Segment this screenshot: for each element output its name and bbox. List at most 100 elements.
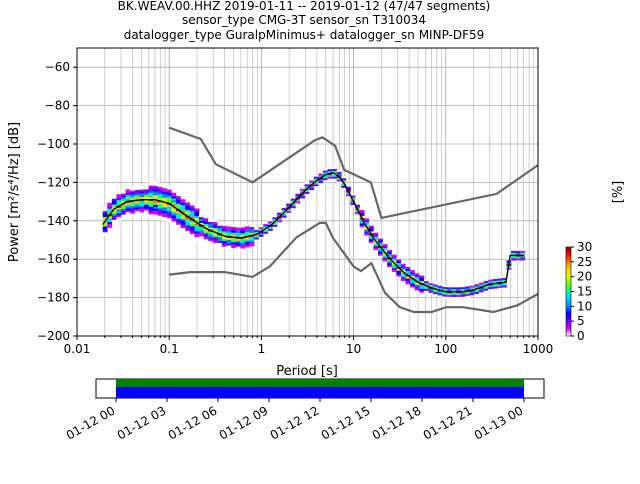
time-tick-label: 01-12 03 [115, 403, 169, 442]
heatmap-cell [419, 292, 425, 295]
heatmap-cell [125, 204, 131, 207]
heatmap-cell [313, 174, 319, 177]
heatmap-cell [483, 280, 489, 283]
heatmap-cell [180, 204, 186, 207]
heatmap-cell [180, 198, 186, 202]
heatmap-cell [400, 269, 406, 272]
heatmap-cell [217, 238, 223, 242]
heatmap-cell [327, 166, 333, 170]
heatmap-cell [222, 242, 227, 245]
heatmap-cell [189, 208, 195, 212]
heatmap-cell [185, 221, 191, 224]
heatmap-cell [451, 292, 457, 296]
heatmap-cell [378, 255, 383, 258]
heatmap-cell [212, 225, 218, 228]
heatmap-cell [373, 236, 379, 239]
heatmap-cell [488, 277, 494, 280]
heatmap-cell [157, 196, 163, 199]
heatmap-cell [222, 231, 227, 234]
heatmap-cell [295, 201, 301, 204]
heatmap-cell [515, 250, 521, 253]
mean-line [102, 172, 524, 293]
heatmap-cell [171, 207, 177, 210]
heatmap-cell [428, 288, 434, 291]
heatmap-cell [203, 216, 209, 219]
heatmap-cell [185, 205, 191, 209]
heatmap-cell [134, 195, 140, 198]
heatmap-cell [217, 242, 223, 245]
heatmap-cell [258, 232, 264, 235]
heatmap-cell [222, 225, 227, 228]
heatmap-cell [102, 228, 108, 231]
heatmap-cell [194, 227, 200, 230]
heatmap-cell [304, 189, 310, 193]
heatmap-cell [194, 208, 200, 211]
heatmap-cell [414, 270, 420, 274]
heatmap-cell [157, 209, 163, 212]
heatmap-cell [171, 215, 177, 218]
heatmap-cell [456, 292, 461, 296]
heatmap-cell [143, 185, 149, 188]
heatmap-cell [111, 202, 117, 205]
heatmap-cell [368, 238, 374, 242]
heatmap-cell [162, 212, 168, 216]
heatmap-cell [364, 231, 370, 234]
heatmap-cell [309, 180, 315, 183]
y-axis-label: Power [m²/s⁴/Hz] [dB] [7, 122, 22, 262]
heatmap-cell [194, 238, 200, 242]
heatmap-cell [423, 286, 429, 289]
heatmap-cell [272, 226, 278, 229]
heatmap-cell [180, 218, 186, 221]
heatmap-cell [176, 218, 182, 221]
heatmap-cell [373, 249, 379, 252]
heatmap-cell [203, 237, 209, 240]
heatmap-cell [180, 216, 186, 219]
heatmap-cell [125, 198, 131, 201]
heatmap-cell [465, 293, 471, 297]
heatmap-cell [405, 280, 411, 283]
heatmap-cell [382, 241, 388, 245]
heatmap-cell [111, 219, 117, 222]
heatmap-cell [222, 246, 227, 249]
heatmap-cell [102, 210, 108, 214]
heatmap-cell [217, 227, 223, 230]
heatmap-cell [130, 197, 136, 201]
heatmap-cell [318, 180, 324, 184]
heatmap-cell [286, 201, 292, 204]
heatmap-cell [171, 202, 177, 205]
heatmap-cell [313, 182, 319, 185]
heatmap-cell [437, 291, 443, 294]
heatmap-cell [483, 278, 489, 282]
heatmap-cell [134, 193, 140, 196]
heatmap-cell [295, 203, 301, 206]
heatmap-cell [391, 263, 397, 267]
heatmap-cell [121, 200, 126, 204]
heatmap-cell [258, 225, 264, 228]
heatmap-cell [300, 190, 305, 193]
heatmap-cell [359, 227, 365, 230]
heatmap-cell [162, 199, 168, 202]
heatmap-cell [148, 208, 154, 211]
heatmap-cell [460, 286, 466, 290]
psd-heatmap [102, 166, 526, 299]
heatmap-cell [212, 242, 218, 246]
heatmap-cell [387, 266, 393, 270]
heatmap-cell [469, 294, 475, 298]
heatmap-cell [130, 196, 136, 199]
heatmap-cell [121, 210, 126, 213]
heatmap-cell [400, 261, 406, 264]
heatmap-cell [272, 216, 278, 220]
heatmap-cell [240, 229, 246, 232]
heatmap-cell [125, 190, 131, 194]
heatmap-cell [501, 283, 507, 286]
heatmap-cell [157, 190, 163, 193]
heatmap-cell [199, 230, 204, 233]
heatmap-cell [235, 248, 241, 251]
heatmap-cell [286, 212, 292, 215]
heatmap-cell [309, 178, 315, 181]
heatmap-cell [231, 224, 237, 227]
heatmap-cell [166, 212, 172, 215]
heatmap-cell [139, 204, 145, 207]
heatmap-cell [194, 215, 200, 218]
